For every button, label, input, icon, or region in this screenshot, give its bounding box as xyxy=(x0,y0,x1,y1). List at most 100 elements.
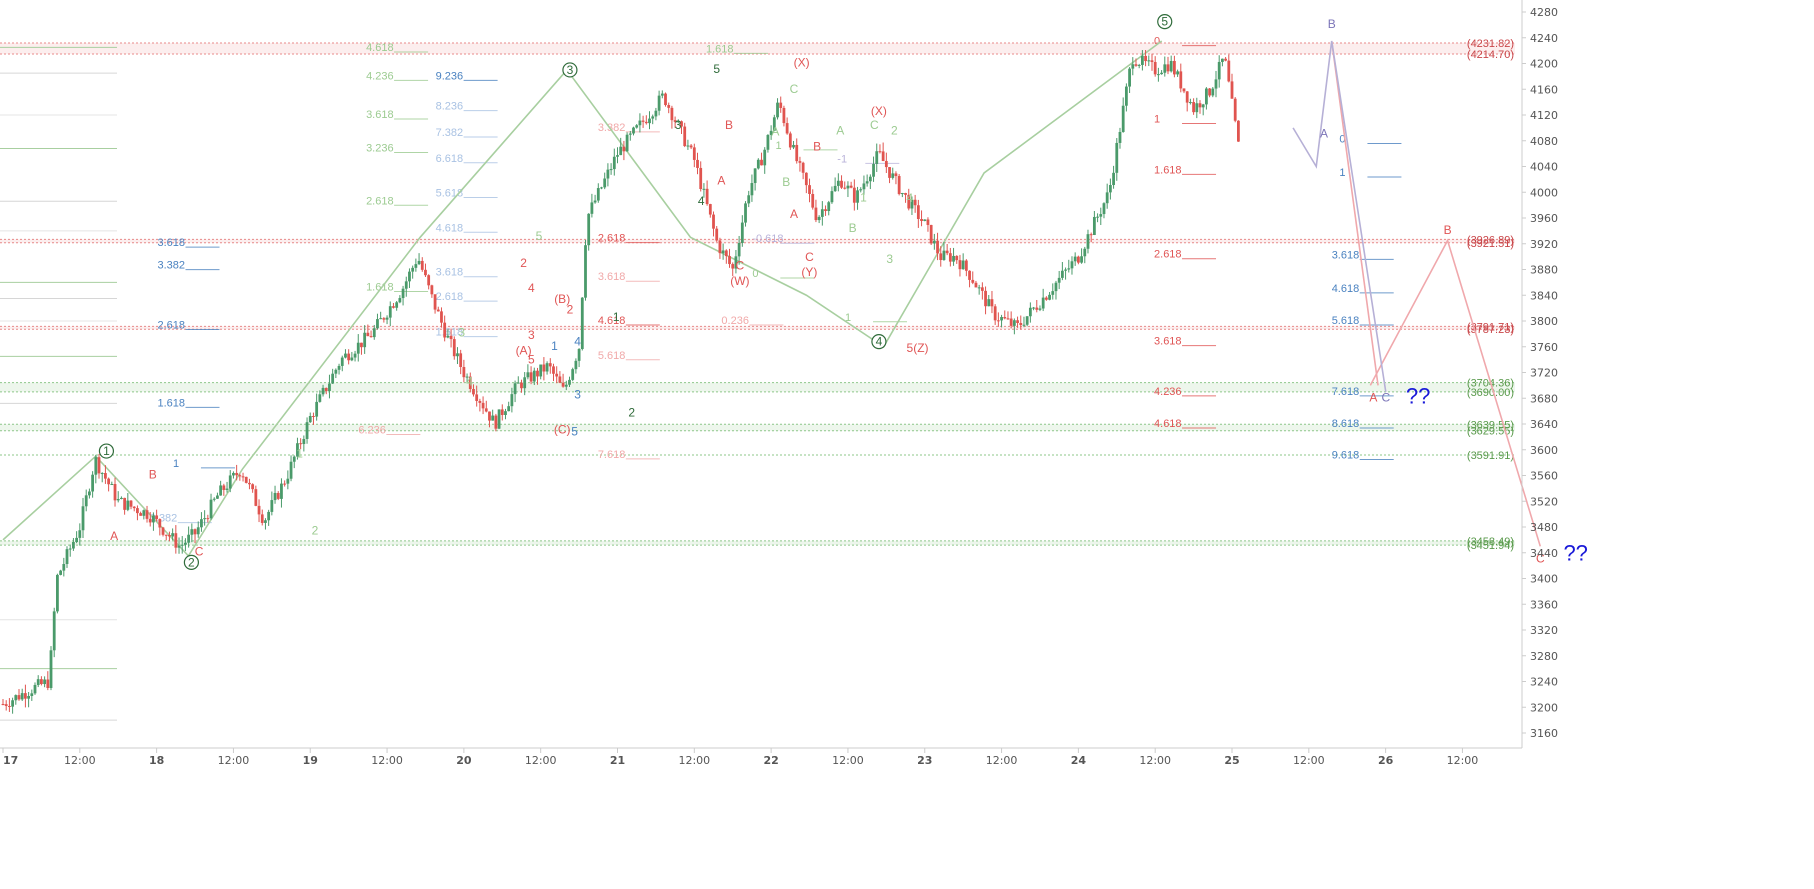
candle-body xyxy=(33,684,37,694)
candle-body xyxy=(267,511,271,521)
y-tick-label: 4000 xyxy=(1530,186,1558,199)
candle-body xyxy=(488,411,491,421)
wave-label: A xyxy=(1369,390,1377,404)
y-tick-label: 3440 xyxy=(1530,547,1558,560)
candle-body xyxy=(609,169,613,171)
candle-body xyxy=(120,497,123,499)
x-tick-label: 23 xyxy=(917,754,932,767)
candle-body xyxy=(260,514,264,523)
x-tick-label: 22 xyxy=(763,754,778,767)
fib-level-label: 4.618 xyxy=(1154,418,1182,430)
candle-body xyxy=(680,121,683,127)
candle-body xyxy=(248,482,251,485)
candle-body xyxy=(1121,105,1125,132)
x-tick-label: 12:00 xyxy=(678,754,710,767)
candle-body xyxy=(417,260,421,265)
fib-level-label: 1.618 xyxy=(366,282,394,294)
candle-body xyxy=(472,389,475,395)
candle-body xyxy=(97,457,101,474)
candle-body xyxy=(731,264,735,269)
fib-level-label: 9.618 xyxy=(1332,450,1360,462)
candle-body xyxy=(571,369,575,380)
candle-body xyxy=(78,530,82,538)
candle-body xyxy=(699,167,703,190)
candle-body xyxy=(660,93,664,96)
candle-body xyxy=(913,199,917,206)
candle-body xyxy=(564,384,568,387)
wave-circle xyxy=(1157,14,1173,30)
x-tick-label: 25 xyxy=(1224,754,1239,767)
fib-level-label: 4.618 xyxy=(1332,283,1360,295)
candle-body xyxy=(1032,307,1035,309)
candle-body xyxy=(132,506,136,509)
candle-body xyxy=(478,400,482,403)
candle-body xyxy=(20,693,24,700)
candle-body xyxy=(456,353,459,357)
candle-body xyxy=(129,500,133,507)
candle-body xyxy=(379,318,383,320)
candle-body xyxy=(548,363,552,367)
candle-body xyxy=(280,483,283,499)
candle-body xyxy=(872,163,875,177)
candle-body xyxy=(622,146,626,152)
fib-level-label: 1 xyxy=(1154,114,1160,126)
candle-body xyxy=(964,260,968,271)
candle-body xyxy=(590,202,594,214)
wave-label: C xyxy=(1381,390,1390,404)
y-tick-label: 3400 xyxy=(1530,573,1558,586)
candle-body xyxy=(1220,58,1224,62)
candle-body xyxy=(1096,216,1099,218)
candle-body xyxy=(1208,88,1211,96)
zone-label: (3591.91) xyxy=(1467,450,1514,462)
candle-body xyxy=(740,222,744,243)
y-tick-label: 3720 xyxy=(1530,367,1558,380)
candle-body xyxy=(65,549,69,565)
candle-body xyxy=(763,149,767,166)
candle-body xyxy=(801,162,805,173)
y-tick-label: 4040 xyxy=(1530,161,1558,174)
candle-body xyxy=(59,570,63,575)
candle-body xyxy=(888,167,891,178)
candle-body xyxy=(1201,104,1205,108)
candle-body xyxy=(657,95,661,111)
x-tick-label: 12:00 xyxy=(1139,754,1171,767)
zone-label: (3921.51) xyxy=(1467,238,1514,250)
y-tick-label: 3360 xyxy=(1530,598,1558,611)
candle-body xyxy=(321,387,325,395)
candle-body xyxy=(971,279,975,283)
candle-body xyxy=(1092,216,1096,236)
wave-label: A xyxy=(110,529,118,543)
candle-body xyxy=(808,185,811,194)
y-tick-label: 3800 xyxy=(1530,315,1558,328)
fib-level-label: 0.236 xyxy=(721,315,749,327)
candle-body xyxy=(1176,71,1179,75)
candle-body xyxy=(17,695,21,700)
candle-body xyxy=(155,515,159,520)
candle-body xyxy=(462,367,466,378)
wave-label: C xyxy=(805,250,814,264)
candle-body xyxy=(238,475,242,477)
candle-body xyxy=(494,415,498,429)
candle-body xyxy=(75,537,79,543)
candle-body xyxy=(331,373,335,384)
candle-body xyxy=(404,281,408,289)
candle-body xyxy=(539,364,543,377)
candle-body xyxy=(1147,60,1151,62)
zone-label: (3791.71) xyxy=(1467,321,1514,333)
candle-body xyxy=(846,185,850,189)
candle-body xyxy=(1224,58,1227,61)
wave-label: A xyxy=(836,123,844,137)
candle-body xyxy=(929,224,933,244)
candle-body xyxy=(1105,192,1109,204)
candle-body xyxy=(1204,88,1208,105)
candle-body xyxy=(705,188,709,205)
candle-body xyxy=(1137,64,1141,66)
y-tick-label: 3240 xyxy=(1530,676,1558,689)
candle-body xyxy=(1211,88,1215,96)
wave-label: B xyxy=(1328,17,1336,31)
candle-body xyxy=(1115,142,1119,173)
candle-body xyxy=(8,705,11,707)
fib-level-label: 1 xyxy=(1339,167,1345,179)
wave-label: 2 xyxy=(520,256,527,270)
